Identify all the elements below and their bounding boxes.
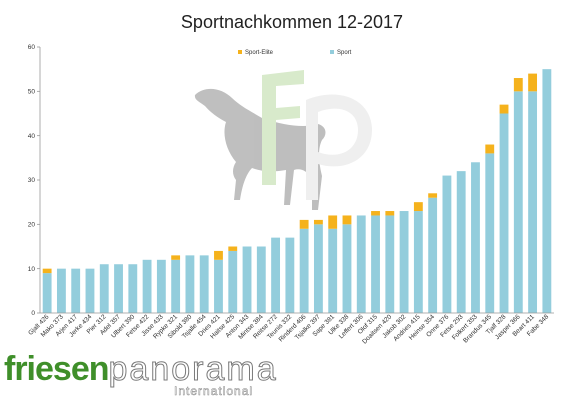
- bar-sport: [528, 91, 538, 313]
- legend-swatch: [330, 50, 334, 54]
- horse-silhouette: [194, 88, 326, 210]
- bar-sport-elite: [228, 246, 238, 251]
- legend: Sport-Elite Sport: [238, 50, 352, 56]
- bar-sport: [285, 237, 295, 313]
- bar-sport: [471, 162, 480, 313]
- y-tick-label: 40: [28, 133, 36, 140]
- bar-sport: [114, 264, 123, 313]
- bar-sport: [156, 259, 166, 313]
- bar-sport: [128, 264, 138, 313]
- legend-swatch: [238, 50, 242, 54]
- bar-sport: [228, 250, 238, 313]
- bar-sport: [385, 215, 395, 313]
- bar-sport: [56, 268, 66, 313]
- bar-sport: [214, 259, 223, 313]
- bar-sport: [271, 237, 281, 313]
- bar-sport: [99, 264, 109, 313]
- bar-sport-elite: [313, 219, 323, 225]
- bar-sport-elite: [42, 268, 52, 274]
- y-tick-label: 10: [28, 266, 36, 273]
- bar-sport-elite: [428, 193, 438, 198]
- y-tick-label: 60: [28, 44, 36, 51]
- bar-sport: [513, 91, 523, 313]
- bar-sport: [71, 268, 81, 313]
- bar-sport: [456, 171, 466, 313]
- bar-sport: [299, 228, 309, 313]
- bar-sport: [499, 113, 509, 313]
- bar-sport: [428, 197, 438, 313]
- bar-sport-elite: [528, 73, 538, 92]
- bar-sport: [85, 268, 95, 313]
- brand-part-2: panorama: [108, 350, 278, 389]
- y-axis: 0 10 20 30 40 50 60: [28, 44, 41, 317]
- bars: [42, 69, 552, 314]
- logo-letter-p: [306, 94, 372, 200]
- y-tick-label: 30: [28, 177, 36, 184]
- bar-sport-elite: [513, 78, 523, 92]
- bar-sport-elite: [342, 215, 352, 225]
- bar-sport-elite: [413, 202, 423, 212]
- bar-sport: [542, 69, 552, 314]
- y-tick-label: 50: [28, 89, 36, 96]
- bar-sport-elite: [385, 211, 395, 216]
- bar-sport: [242, 246, 252, 313]
- brand-wordmark: friesenpanorama: [4, 350, 278, 389]
- bar-sport: [485, 153, 495, 313]
- bar-sport: [313, 224, 323, 313]
- bar-sport: [42, 273, 52, 313]
- bar-sport: [399, 211, 409, 313]
- bar-sport: [371, 215, 380, 313]
- bar-sport: [413, 211, 423, 313]
- bar-sport: [328, 228, 338, 313]
- bar-sport-elite: [299, 219, 309, 229]
- brand-subtitle: International: [174, 384, 254, 399]
- bar-sport: [356, 215, 366, 313]
- legend-label: Sport-Elite: [245, 50, 274, 56]
- bar-sport: [142, 259, 152, 313]
- chart-title: Sportnachkommen 12-2017: [181, 12, 403, 32]
- y-tick-label: 20: [28, 222, 36, 229]
- bar-sport-elite: [214, 250, 223, 260]
- brand-part-1: friesen: [4, 350, 109, 388]
- bar-sport-elite: [371, 211, 380, 216]
- watermark-logo: [194, 70, 372, 210]
- y-tick-label: 0: [31, 310, 35, 317]
- bar-sport: [342, 224, 352, 313]
- bar-sport-elite: [499, 104, 509, 114]
- bar-sport: [256, 246, 266, 313]
- bar-sport-elite: [485, 144, 495, 154]
- bar-sport: [185, 255, 195, 313]
- bar-sport-elite: [328, 215, 338, 229]
- bar-sport: [171, 259, 181, 313]
- brand-footer: friesenpanorama International: [4, 350, 304, 406]
- bar-sport: [442, 175, 452, 313]
- legend-label: Sport: [337, 50, 352, 56]
- bar-sport-elite: [171, 255, 181, 260]
- logo-letter-f: [262, 70, 304, 185]
- bar-sport: [199, 255, 209, 313]
